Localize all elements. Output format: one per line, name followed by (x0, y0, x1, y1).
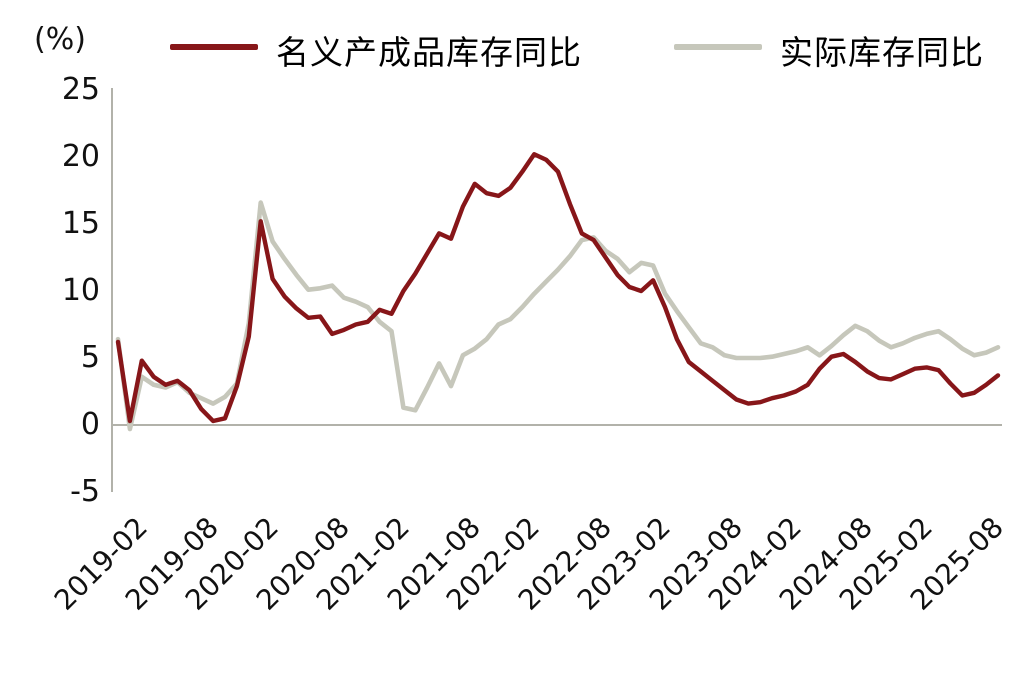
y-axis-unit-label: (%) (34, 22, 86, 57)
real-inventory-series-line (115, 200, 1001, 432)
legend-swatch-real-line (674, 44, 762, 50)
nominal-inventory-series-line (115, 152, 1001, 424)
y-tick-label: 10 (61, 273, 100, 308)
y-tick-label: 0 (80, 407, 100, 442)
legend-swatch-nominal-line (170, 44, 258, 50)
y-tick-label: 25 (61, 72, 100, 107)
y-tick-label: -5 (70, 474, 100, 509)
y-tick-label: 15 (61, 206, 100, 241)
legend-label-nominal: 名义产成品库存同比 (276, 33, 582, 72)
legend-label-real: 实际库存同比 (780, 33, 984, 72)
y-tick-label: 20 (61, 139, 100, 174)
y-tick-label: 5 (80, 340, 100, 375)
